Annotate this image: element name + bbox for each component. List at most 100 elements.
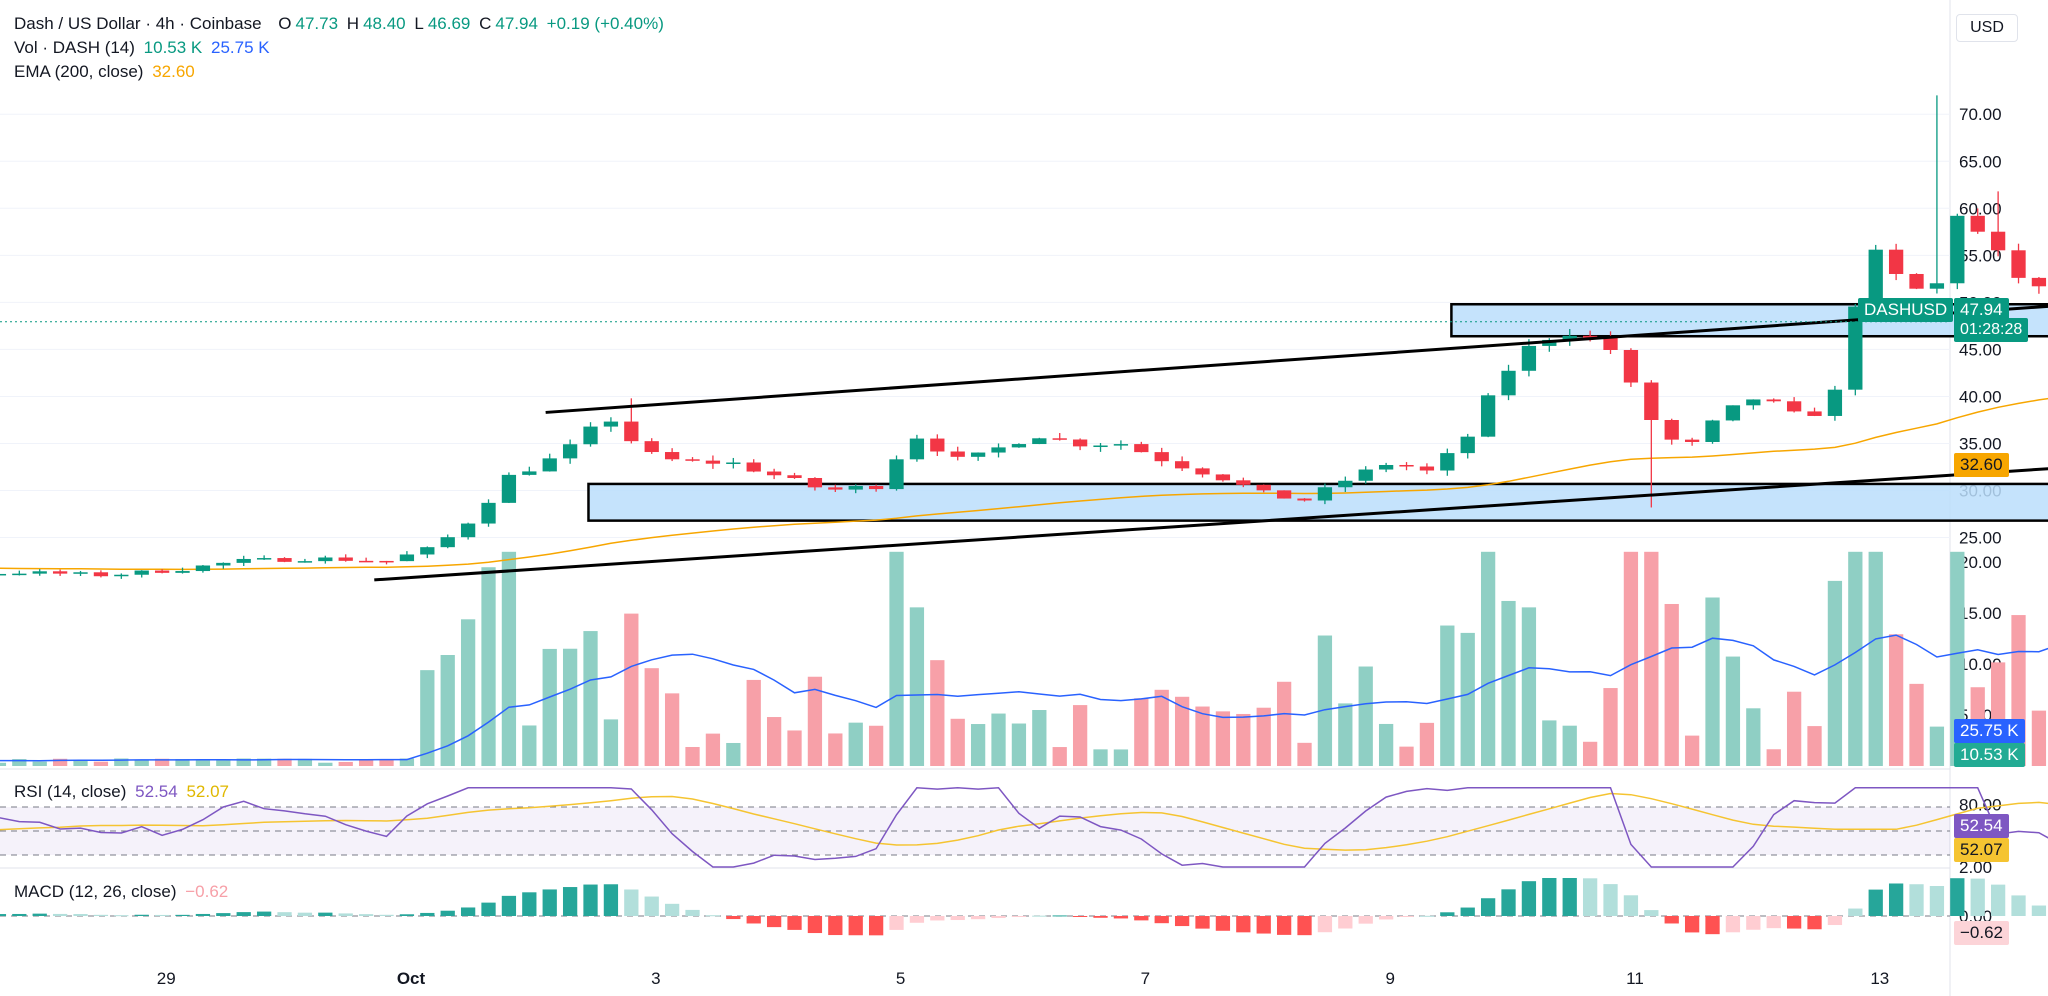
candle [114,573,129,579]
macd-bar [379,914,394,916]
candle [1664,418,1679,445]
candle-body [1644,382,1659,420]
volume-bar [1358,666,1373,766]
macd-bar [705,915,721,917]
volume-bar [1236,713,1251,766]
macd-bar [562,887,578,916]
candle-body [930,438,945,452]
time-axis-label: 3 [651,969,660,988]
volume-bar [2031,710,2047,766]
candle [52,569,68,576]
macd-bar [73,914,88,916]
volume-bar [522,725,537,766]
macd-bar [1195,916,1210,929]
candle [420,546,435,559]
candle [399,551,415,562]
macd-bar [1848,908,1863,916]
trendline [545,304,2048,414]
candle-body [909,438,925,460]
volume-bar [1562,725,1577,766]
currency-button[interactable]: USD [1956,14,2018,42]
candle [93,570,109,578]
macd-bar [358,914,374,916]
candle-body [1072,439,1088,447]
price-tick-label: 65.00 [1959,152,2002,171]
macd-bar [1746,916,1761,930]
close-value: 47.94 [495,14,538,33]
macd-bar [1072,916,1088,917]
candle-body [1970,215,1985,232]
volume-bar [1440,625,1455,766]
macd-bar [134,914,149,916]
macd-bar [1093,916,1108,918]
candle [318,555,333,564]
candle-body [73,572,88,574]
candle-body [1807,411,1822,416]
candle [2011,243,2026,284]
candle [1807,407,1822,417]
macd-bar [1909,884,1924,916]
volume-bar [1338,703,1353,766]
volume-bar [175,759,190,766]
candle-body [848,486,863,490]
macd-bar [1684,916,1700,933]
volume-bar [787,730,802,766]
candle-body [1909,273,1924,289]
volume-label: Vol · DASH (14) [14,38,135,57]
volume-bar [1644,551,1659,766]
volume-bar [848,722,863,766]
candle-body [685,459,700,461]
symbol-tag: DASHUSD [1858,298,1954,322]
volume-bar [1746,708,1761,766]
volume-bar [1705,597,1720,766]
candle-body [583,426,598,445]
macd-bar [1399,916,1414,917]
rsi-label: RSI (14, close) [14,782,127,801]
candle-body [644,441,659,453]
low-label: L [414,14,424,33]
macd-bar [1807,916,1822,930]
candle-body [460,523,476,538]
volume-bar [73,760,88,766]
macd-bar [1664,916,1679,924]
volume-bar [297,758,313,766]
candle-body [542,458,557,472]
macd-bar [930,916,945,921]
macd-bar [1011,916,1027,917]
candle-body [154,570,170,573]
rsi-line [0,787,2048,868]
macd-bar [1562,878,1577,916]
price-tick-label: 70.00 [1959,105,2002,124]
volume-bar [277,758,292,766]
macd-bar [1929,886,1945,916]
volume-bar [338,761,353,766]
macd-bar [52,913,68,916]
volume-bar [1195,706,1210,766]
candle [542,453,557,472]
high-value: 48.40 [363,14,406,33]
macd-bar [338,913,353,916]
candle [216,562,231,569]
volume-bar [1480,551,1496,766]
candle [134,570,149,578]
volume-bar [481,567,496,766]
macd-bar [1868,889,1883,916]
macd-bar [1338,916,1353,929]
time-axis-label: Oct [397,969,426,988]
candle [991,443,1006,458]
candle [603,417,619,432]
volume-bar [868,725,884,766]
macd-bar [1236,916,1251,933]
candle [1480,393,1496,438]
macd-bar [1297,916,1312,936]
candle-body [950,451,965,457]
candle [828,484,843,492]
volume-legend: Vol · DASH (14) 10.53 K 25.75 K [14,38,274,58]
volume-tick-label: 10.00 [1959,655,2002,674]
candle-body [1317,487,1333,501]
macd-bar [746,916,761,924]
macd-bar [1032,915,1047,917]
candle [1746,399,1761,410]
candle-body [1725,405,1741,421]
